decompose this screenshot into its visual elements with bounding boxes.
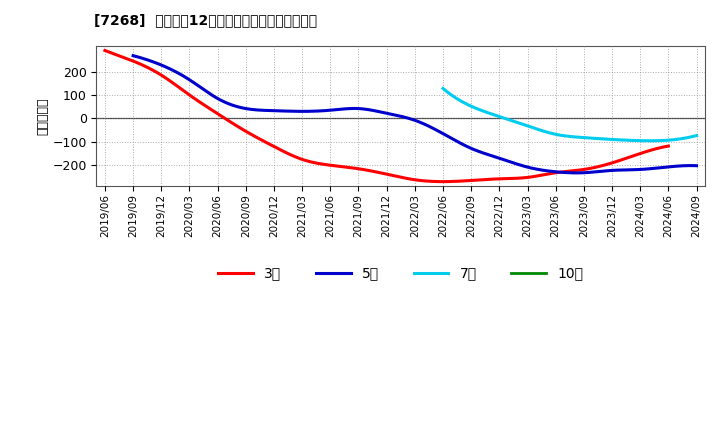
5年	[572, 170, 580, 176]
Text: [7268]  経常利益12か月移動合計の平均値の推移: [7268] 経常利益12か月移動合計の平均値の推移	[94, 13, 317, 27]
3年	[613, 158, 622, 164]
3年	[436, 179, 445, 184]
5年	[130, 54, 139, 59]
7年	[594, 136, 603, 141]
3年	[577, 167, 586, 172]
5年	[464, 145, 473, 150]
3年	[102, 48, 111, 54]
Line: 7年: 7年	[443, 88, 696, 141]
7年	[589, 136, 598, 141]
3年	[101, 48, 109, 53]
3年	[438, 179, 446, 184]
5年	[642, 166, 650, 172]
7年	[653, 138, 662, 143]
3年	[664, 143, 672, 149]
3年	[434, 179, 443, 184]
5年	[474, 148, 482, 154]
Y-axis label: （百万円）: （百万円）	[37, 97, 50, 135]
7年	[439, 87, 448, 92]
7年	[590, 136, 598, 141]
Line: 5年: 5年	[133, 55, 696, 173]
5年	[606, 168, 614, 173]
5年	[692, 163, 701, 169]
Legend: 3年, 5年, 7年, 10年: 3年, 5年, 7年, 10年	[212, 261, 589, 286]
Line: 3年: 3年	[105, 51, 668, 182]
7年	[670, 137, 678, 143]
5年	[462, 144, 471, 149]
3年	[447, 179, 456, 184]
7年	[692, 133, 701, 138]
7年	[438, 86, 447, 91]
7年	[647, 138, 655, 143]
5年	[129, 53, 138, 58]
